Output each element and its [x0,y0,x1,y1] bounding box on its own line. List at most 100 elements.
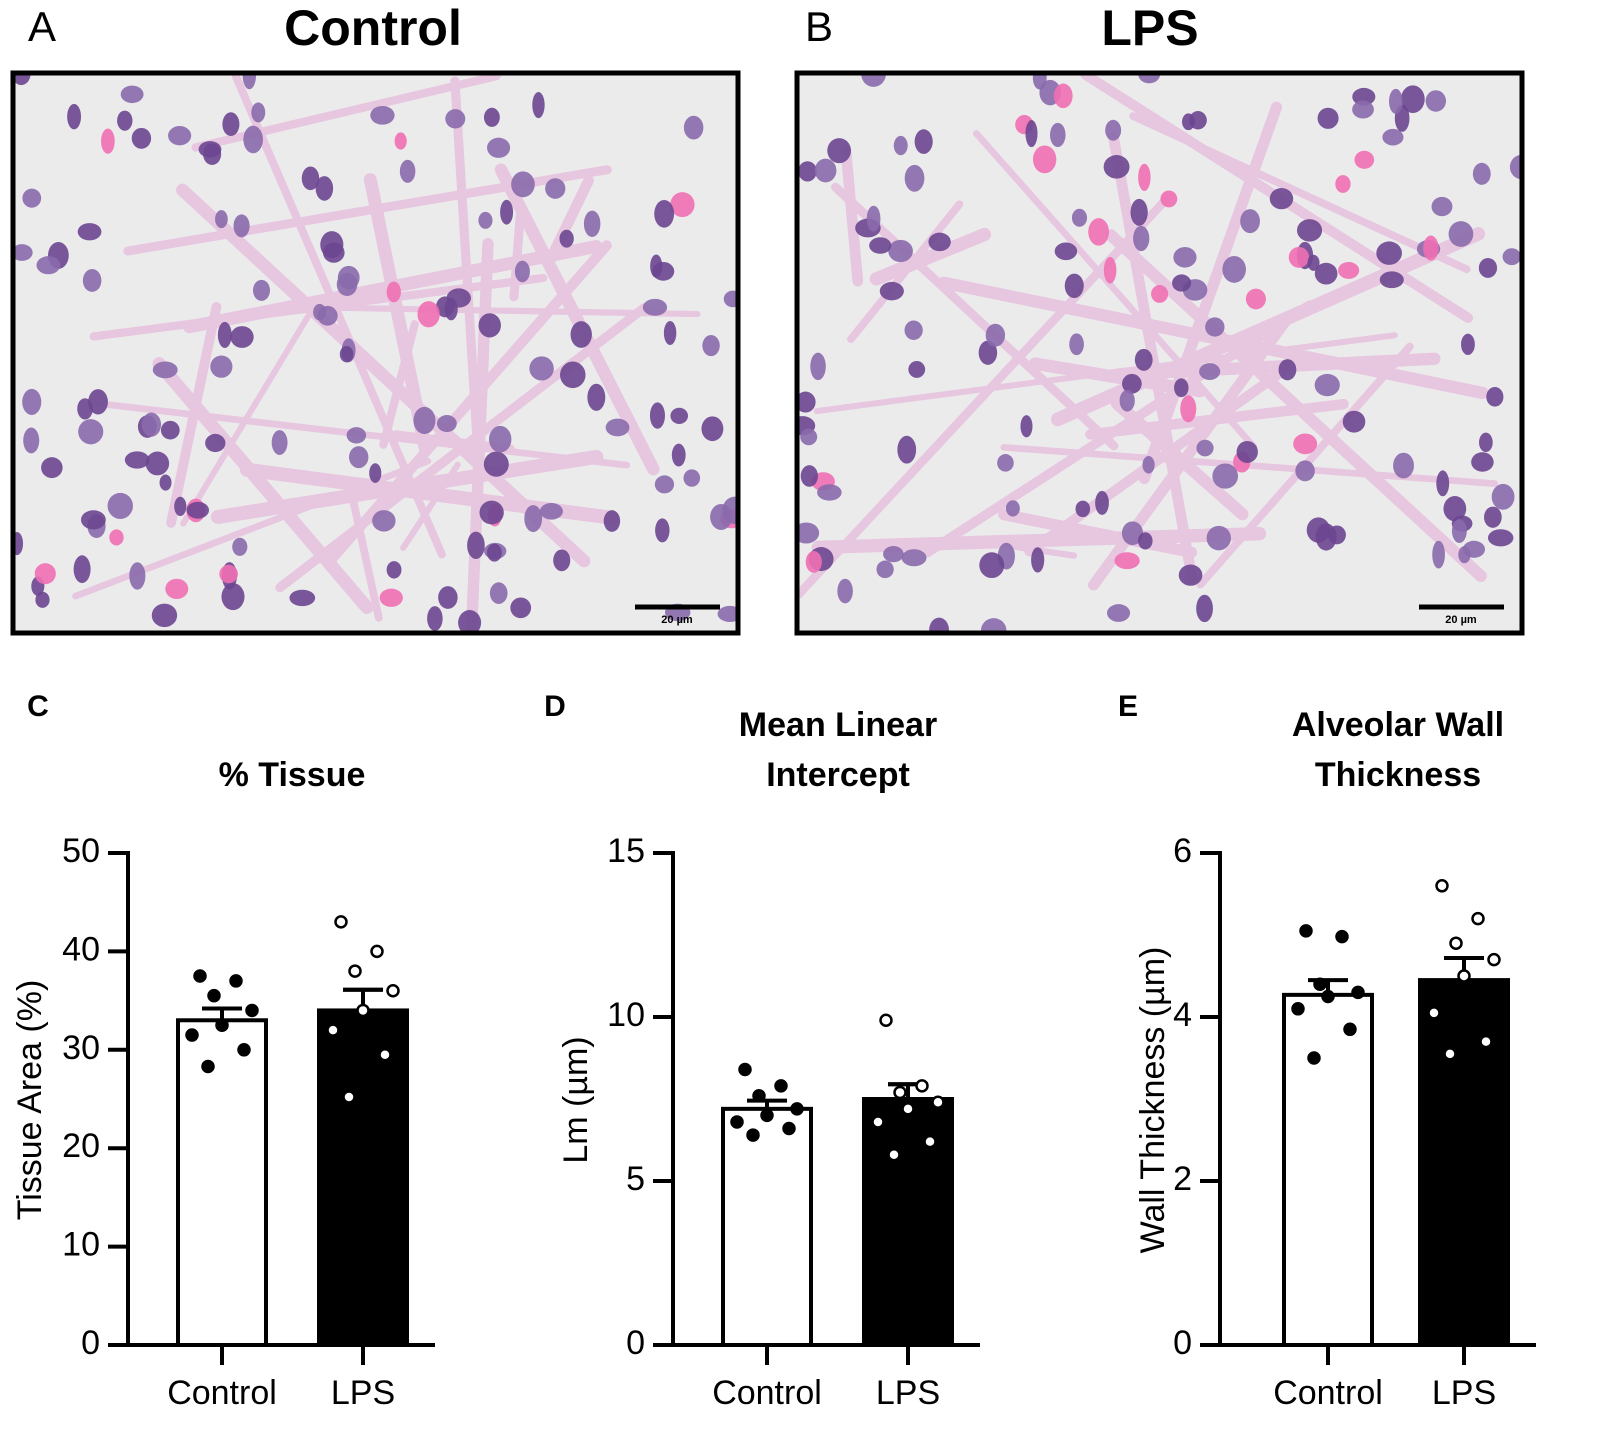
cell [1025,120,1038,148]
cell [800,465,818,487]
cell [1307,254,1320,271]
cell [13,73,31,86]
cell [394,132,407,150]
cell [539,502,563,520]
cell [1105,119,1122,141]
bar [1418,978,1510,1347]
cell [605,418,630,437]
cell [372,510,396,532]
cell [444,298,458,321]
cell [445,109,466,129]
cell [1293,433,1318,455]
y-tick-label: 6 [1173,832,1192,870]
data-point [931,1095,945,1110]
cell [1471,452,1494,472]
x-tick-label: LPS [1432,1374,1496,1412]
cell [370,105,395,125]
data-point [1471,911,1485,926]
data-point [378,1047,392,1062]
cell [1114,552,1140,570]
cell [904,164,925,192]
cell [671,443,686,467]
cell [1212,463,1239,489]
cell [511,171,535,198]
cell [904,320,923,341]
cell [34,563,56,585]
cell [1160,190,1178,208]
cell [251,102,266,123]
cell [219,564,238,584]
cell [107,492,133,519]
cell [232,537,248,556]
cell [438,586,458,609]
tissue-strand [1104,229,1487,583]
tissue-strand [231,73,446,559]
data-point [790,1102,804,1116]
cell [1005,500,1020,517]
cell [1393,452,1414,479]
data-point [1479,1034,1493,1049]
cell [723,290,738,308]
cell [701,416,724,442]
data-point [215,1018,229,1032]
cell [901,549,927,567]
data-point [1343,1022,1357,1037]
tissue-strand [831,182,1119,451]
chart-title: Intercept [766,756,910,794]
cell [489,582,508,604]
bar [862,1097,954,1347]
y-tick-label: 0 [626,1324,645,1362]
cell [131,127,152,149]
data-point [923,1134,937,1149]
data-point [730,1115,744,1129]
cell [77,398,93,420]
cell [797,522,820,544]
cell [1338,261,1360,279]
cell [1436,470,1450,497]
cell [320,231,344,259]
cell [109,529,124,546]
cell [1458,546,1471,564]
cell [151,603,178,628]
data-point [782,1121,796,1136]
cell [479,500,504,525]
y-axis-label: Tissue Area (%) [11,980,49,1221]
cell [252,279,271,301]
cell [1172,274,1192,292]
cell [1315,523,1337,551]
cell [1064,273,1084,299]
data-point [245,1003,259,1018]
cell [800,428,818,446]
tissue-strand [363,173,432,457]
cell [1088,218,1110,246]
cell [77,223,102,241]
data-point [746,1128,760,1142]
cell [488,425,512,453]
data-point [893,1085,907,1100]
cell [978,340,998,365]
cell [810,352,826,381]
cell [1352,87,1376,106]
data-point [1321,989,1335,1004]
cell [985,323,1006,347]
cell [1196,594,1213,623]
cell [805,551,822,573]
data-point [871,1115,885,1129]
cell [210,355,233,378]
cell [979,552,1005,579]
x-tick-label: Control [1273,1374,1383,1412]
cell [1032,145,1057,174]
cell [230,326,254,348]
y-tick-label: 15 [607,832,645,870]
cell [349,446,369,469]
cell [336,273,358,297]
cell [160,420,180,440]
cell [41,457,63,479]
cell [1130,198,1148,226]
chart-title: Alveolar Wall [1292,706,1504,744]
cell [271,430,288,455]
cell [670,407,689,425]
panel-letter: D [544,690,566,723]
data-point [193,969,207,983]
cell [514,260,530,283]
